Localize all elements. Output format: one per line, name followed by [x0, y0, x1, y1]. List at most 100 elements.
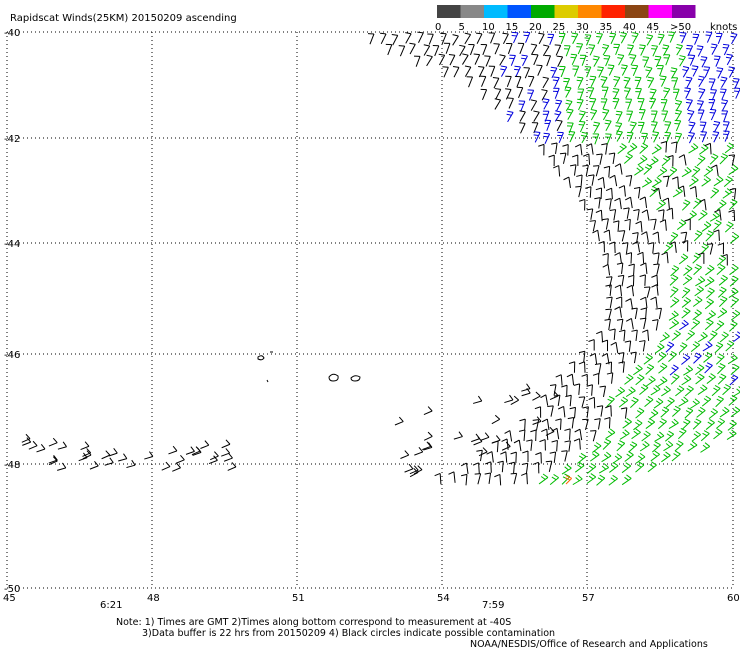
wind-barb	[623, 76, 631, 89]
wind-barb	[705, 418, 715, 430]
wind-barb	[571, 32, 579, 44]
wind-barb	[530, 429, 537, 442]
wind-barb	[686, 44, 694, 57]
wind-barb	[657, 351, 667, 363]
wind-barb	[541, 418, 550, 431]
wind-barb	[227, 462, 237, 471]
wind-barb	[172, 462, 181, 472]
wind-barb	[713, 55, 721, 67]
wind-barb	[708, 408, 718, 419]
wind-barb	[671, 141, 678, 154]
wind-barb	[609, 209, 617, 221]
wind-barb	[464, 32, 472, 45]
wind-barb	[494, 473, 502, 486]
wind-barb	[582, 164, 589, 177]
wind-barb	[651, 176, 662, 188]
wind-barb	[719, 406, 730, 418]
wind-barb	[679, 32, 687, 44]
wind-barb	[221, 439, 231, 449]
wind-barb	[628, 263, 635, 276]
wind-barb	[633, 186, 641, 199]
wind-barb	[434, 472, 442, 485]
wind-barb	[729, 232, 740, 244]
wind-barb	[672, 187, 683, 198]
wind-barb	[514, 65, 521, 78]
wind-barb	[639, 44, 646, 56]
wind-barb	[596, 330, 604, 343]
wind-barb	[681, 287, 691, 299]
wind-barb	[82, 450, 92, 460]
wind-barb	[716, 32, 723, 45]
wind-barb	[640, 307, 647, 320]
wind-barb	[716, 254, 727, 266]
wind-barb	[561, 450, 568, 462]
wind-barb	[624, 218, 631, 231]
wind-barb	[574, 461, 585, 473]
wind-barb	[639, 440, 650, 452]
lat-label: -40	[4, 28, 20, 39]
wind-barb	[719, 88, 727, 100]
legend-label: 45	[647, 22, 660, 33]
wind-barb	[695, 364, 705, 375]
wind-barb	[724, 221, 734, 233]
wind-barb	[464, 65, 472, 77]
wind-barb	[625, 174, 633, 187]
wind-barb	[615, 296, 623, 308]
wind-barb	[578, 120, 586, 133]
wind-barb	[538, 32, 545, 45]
wind-barb	[728, 164, 739, 175]
wind-barb	[684, 87, 692, 99]
wind-barb	[590, 108, 598, 121]
wind-barb	[671, 330, 681, 341]
wind-barb	[548, 154, 555, 167]
wind-barb	[705, 264, 715, 276]
wind-barb	[618, 396, 629, 408]
wind-barb	[602, 43, 610, 56]
wind-barb	[168, 445, 178, 455]
wind-barb	[728, 209, 736, 221]
wind-barb	[722, 384, 731, 396]
wind-barb	[22, 437, 32, 446]
wind-barb	[685, 76, 693, 89]
wind-barb	[426, 54, 433, 67]
lat-label: -48	[4, 460, 20, 471]
wind-barb	[661, 251, 669, 264]
wind-barb	[691, 430, 701, 442]
wind-barb	[663, 87, 671, 99]
wind-barb	[681, 353, 691, 365]
wind-barb	[535, 452, 542, 464]
wind-barb	[642, 56, 650, 68]
wind-barb	[633, 364, 643, 376]
wind-barb	[609, 328, 616, 341]
wind-barb	[473, 53, 481, 65]
wind-barb	[730, 363, 740, 376]
wind-barb	[460, 462, 469, 475]
wind-barb	[584, 34, 592, 46]
wind-barb	[727, 419, 737, 431]
wind-barb	[635, 220, 643, 233]
wind-barb	[729, 275, 739, 287]
wind-barb	[510, 395, 520, 405]
wind-barb	[547, 405, 554, 417]
wind-barb	[468, 44, 475, 56]
wind-barb	[564, 428, 571, 440]
wind-barb	[462, 53, 469, 65]
wind-barb	[664, 121, 672, 133]
wind-barb	[587, 86, 595, 99]
wind-barb	[623, 152, 633, 164]
wind-barb	[729, 320, 738, 332]
wind-barb	[523, 31, 531, 43]
wind-barb	[694, 285, 704, 297]
wind-barb	[510, 451, 517, 464]
wind-barb	[521, 462, 529, 475]
wind-barb	[678, 342, 688, 354]
wind-barb	[668, 350, 677, 363]
wind-barb	[442, 66, 449, 78]
legend-swatch	[437, 5, 461, 18]
wind-barb	[504, 394, 514, 404]
wind-barb	[653, 252, 660, 264]
wind-barb	[89, 460, 99, 470]
wind-barb	[717, 373, 727, 385]
wind-barb	[572, 65, 580, 77]
wind-barb	[617, 54, 625, 66]
